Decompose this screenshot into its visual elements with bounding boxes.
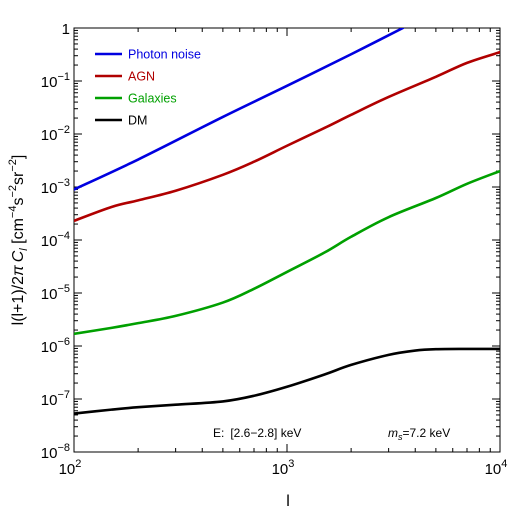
energy-annotation: E: [2.6−2.8] keV [213,426,301,440]
y-tick-label: 10−8 [41,442,70,462]
series-line-galaxies [74,169,500,336]
y-title-s: s [10,198,27,206]
y-title-sup2: −2 [7,185,19,198]
y-title-units-close: ] [10,155,27,159]
y-title-cl: C [10,250,27,262]
y-tick-label: 10−7 [41,389,70,409]
x-tick-label: 103 [272,458,295,478]
x-axis-title: l [286,493,290,510]
y-tick-labels: 1 10−1 10−2 10−3 10−4 10−5 10−6 10−7 10−8 [41,21,70,462]
series-line-photon-noise [74,28,405,191]
y-title-sup1: −4 [7,206,19,219]
y-axis-title: l(l+1)/2πCl [cm−4s−2sr−2] [7,155,30,326]
y-tick-label: 10−1 [41,71,70,91]
y-tick-label: 10−6 [41,336,70,356]
series-lines [74,28,500,415]
legend-label-galaxies: Galaxies [128,92,177,106]
series-line-agn [74,50,500,223]
y-tick-label: 10−4 [41,230,70,250]
y-tick-label: 1 [62,21,70,38]
legend-label-photon-noise: Photon noise [128,48,201,62]
x-tick-labels: 102 103 104 [59,458,508,478]
y-title-pi: π [10,265,27,276]
energy-label: E: [213,426,224,440]
x-tick-label: 104 [485,458,508,478]
y-tick-label: 10−3 [41,177,70,197]
mass-sub: s [398,432,403,442]
y-title-sup3: −2 [7,159,19,172]
y-title-prefix: l(l+1)/2 [10,276,27,325]
y-title-cl-sub: l [18,248,30,251]
y-tick-label: 10−5 [41,283,70,303]
x-tick-label: 102 [59,458,82,478]
legend: Photon noise AGN Galaxies DM [95,48,201,128]
legend-label-agn: AGN [128,70,155,84]
legend-label-dm: DM [128,114,147,128]
mass-symbol: m [388,426,398,440]
minor-ticks [74,28,500,452]
y-tick-label: 10−2 [41,124,70,144]
y-title-sr: sr [10,171,27,185]
series-line-dm [74,347,500,415]
mass-annotation: ms=7.2 keV [388,426,450,442]
energy-range: [2.6−2.8] keV [230,426,301,440]
y-title-units-open: [cm [10,218,27,248]
mass-value: =7.2 keV [403,426,451,440]
